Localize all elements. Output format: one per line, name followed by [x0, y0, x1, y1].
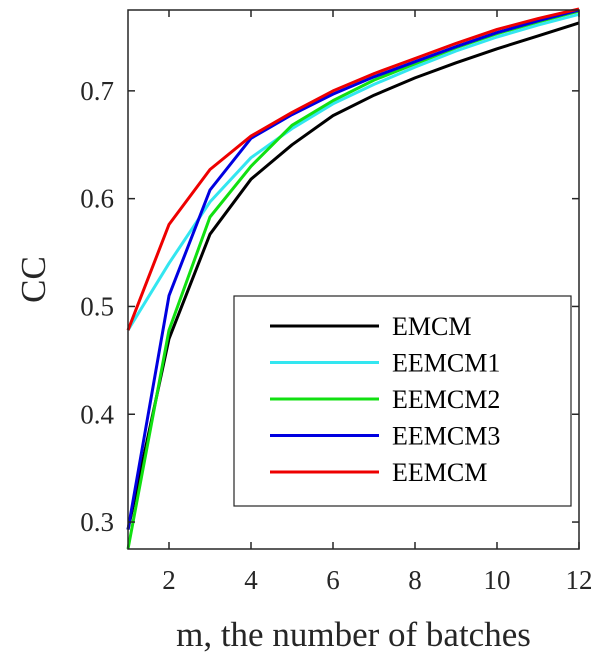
x-axis-title: m, the number of batches [176, 615, 531, 654]
series-line-eemcm3 [126, 8, 580, 530]
legend-label-eemcm2: EEMCM2 [392, 385, 500, 414]
x-tick-label: 4 [244, 565, 258, 595]
x-tick-label: 8 [408, 565, 422, 595]
x-tick-label: 10 [484, 565, 511, 595]
series-line-eemcm [126, 7, 580, 331]
series-line-emcm [126, 21, 580, 530]
x-tick-label: 12 [566, 565, 593, 595]
series-line-eemcm1 [126, 12, 580, 331]
legend-label-emcm: EMCM [392, 312, 471, 341]
legend: EMCM EEMCM1 EEMCM2 EEMCM3 EEMCM [233, 295, 572, 507]
y-tick-label: 0.4 [80, 399, 114, 429]
plot-area-frame [127, 9, 580, 550]
x-tick-label: 6 [326, 565, 340, 595]
axis-ticks [128, 10, 580, 549]
y-tick-label: 0.3 [80, 507, 114, 537]
legend-label-eemcm1: EEMCM1 [392, 349, 500, 378]
y-tick-label: 0.7 [80, 76, 114, 106]
legend-label-eemcm: EEMCM [392, 458, 487, 487]
legend-label-eemcm3: EEMCM3 [392, 422, 500, 451]
y-axis-title: CC [14, 256, 53, 303]
series-lines [126, 7, 580, 550]
tick-labels: 2 4 6 8 10 12 0.3 0.4 0.5 0.6 0.7 [80, 76, 592, 595]
x-tick-label: 2 [162, 565, 176, 595]
y-tick-label: 0.6 [80, 184, 114, 214]
y-tick-label: 0.5 [80, 291, 114, 321]
